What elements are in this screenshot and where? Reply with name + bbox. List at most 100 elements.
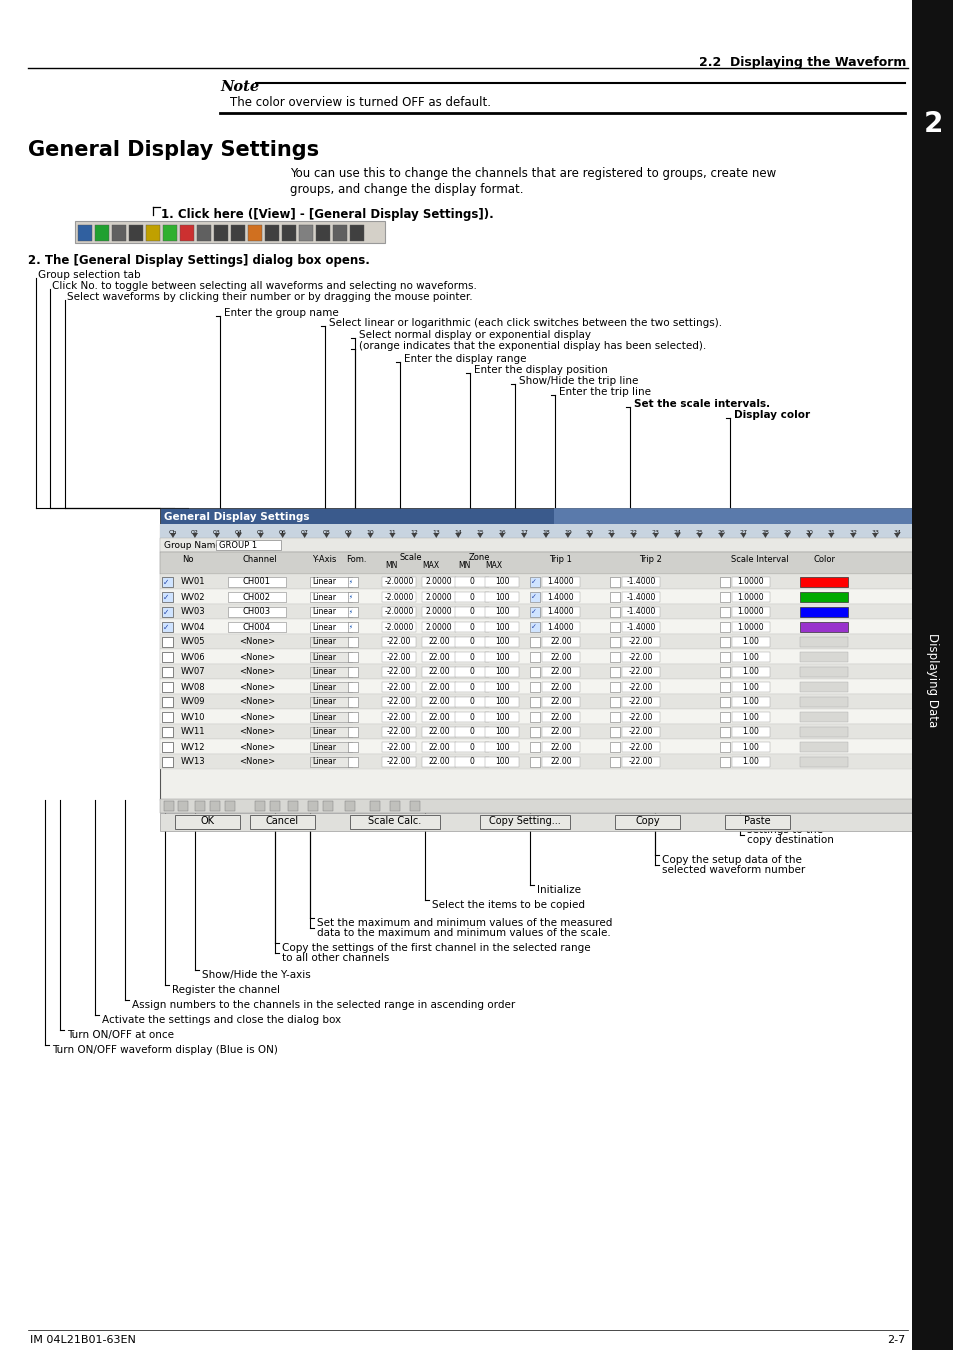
Bar [541, 728, 579, 737]
Bar [621, 667, 659, 676]
Text: Linear: Linear [312, 698, 335, 706]
Bar [455, 697, 489, 707]
Text: Set the scale intervals.: Set the scale intervals. [634, 400, 769, 409]
Text: 100: 100 [495, 652, 509, 662]
Text: MN: MN [457, 562, 470, 571]
Polygon shape [827, 533, 833, 539]
Bar [621, 743, 659, 752]
Text: 100: 100 [495, 593, 509, 602]
Bar [931, 512, 945, 524]
Bar [731, 743, 769, 752]
Text: Displaying Data: Displaying Data [925, 633, 939, 728]
Bar [381, 576, 416, 587]
Text: No: No [182, 555, 193, 564]
Bar [163, 225, 177, 242]
Bar [174, 815, 240, 829]
Text: GROUP 1: GROUP 1 [219, 541, 257, 551]
Text: 0: 0 [469, 683, 474, 691]
Text: 06: 06 [278, 529, 286, 535]
Bar [215, 540, 281, 549]
Bar [381, 593, 416, 602]
Bar [455, 743, 489, 752]
Bar [160, 664, 935, 679]
Text: 08: 08 [322, 529, 330, 535]
Text: WV11: WV11 [181, 728, 205, 737]
Polygon shape [542, 533, 548, 539]
Text: -22.00: -22.00 [628, 698, 653, 706]
Polygon shape [257, 533, 263, 539]
Bar [310, 728, 352, 737]
Polygon shape [608, 533, 614, 539]
Bar [800, 711, 847, 722]
Text: 22.00: 22.00 [550, 652, 571, 662]
Bar [800, 743, 847, 752]
Text: 0: 0 [469, 637, 474, 647]
Bar [609, 757, 619, 767]
Bar [146, 225, 160, 242]
Text: -22.00: -22.00 [386, 683, 411, 691]
Text: Color: Color [813, 555, 835, 564]
Text: selected waveform number: selected waveform number [661, 865, 804, 875]
Bar [484, 682, 518, 693]
Text: 0: 0 [469, 622, 474, 632]
Text: 22.00: 22.00 [550, 698, 571, 706]
Text: Note: Note [220, 80, 259, 94]
Bar [162, 711, 172, 722]
Text: Linear: Linear [312, 578, 335, 586]
Bar [421, 682, 456, 693]
Text: 1.00: 1.00 [741, 757, 759, 767]
Bar [621, 637, 659, 647]
Bar [228, 593, 286, 602]
Bar [381, 667, 416, 676]
Text: WV06: WV06 [181, 652, 206, 662]
Text: Trip 1: Trip 1 [548, 555, 571, 564]
Text: ✓: ✓ [530, 624, 536, 630]
Bar [800, 728, 847, 737]
Bar [484, 637, 518, 647]
Bar [345, 801, 355, 811]
Bar [348, 667, 357, 676]
Text: 1.00: 1.00 [741, 683, 759, 691]
Bar [225, 801, 234, 811]
Text: 22.00: 22.00 [428, 728, 450, 737]
Bar [282, 225, 295, 242]
Bar [310, 593, 352, 602]
Text: 17: 17 [519, 529, 527, 535]
Bar [381, 682, 416, 693]
Text: 1.0000: 1.0000 [737, 608, 763, 617]
Text: 100: 100 [495, 683, 509, 691]
Bar [621, 682, 659, 693]
Text: Scale Interval: Scale Interval [730, 555, 788, 564]
Bar [265, 225, 278, 242]
Text: 100: 100 [495, 743, 509, 752]
Text: 23: 23 [651, 529, 659, 535]
Bar [421, 697, 456, 707]
Text: 22.00: 22.00 [428, 713, 450, 721]
Text: Enter the group name: Enter the group name [224, 308, 338, 319]
Bar [609, 667, 619, 676]
Text: 24: 24 [673, 529, 681, 535]
Bar [421, 652, 456, 662]
Bar [160, 603, 935, 620]
Bar [213, 225, 228, 242]
Text: 22.00: 22.00 [428, 652, 450, 662]
Bar [112, 225, 126, 242]
Text: ▼: ▼ [939, 791, 943, 796]
Bar [160, 552, 947, 574]
Bar [621, 711, 659, 722]
Text: 05: 05 [256, 529, 264, 535]
Bar [370, 801, 379, 811]
Text: Set the maximum and minimum values of the measured: Set the maximum and minimum values of th… [316, 918, 612, 927]
Text: Paste: Paste [743, 815, 770, 826]
Bar [455, 576, 489, 587]
Bar [78, 225, 91, 242]
Bar [381, 652, 416, 662]
Polygon shape [849, 533, 855, 539]
Bar [231, 225, 245, 242]
Bar [162, 622, 172, 632]
Polygon shape [652, 533, 658, 539]
Bar [541, 682, 579, 693]
Text: -1.4000: -1.4000 [626, 608, 655, 617]
Text: ⚡: ⚡ [348, 594, 352, 599]
Bar [731, 593, 769, 602]
